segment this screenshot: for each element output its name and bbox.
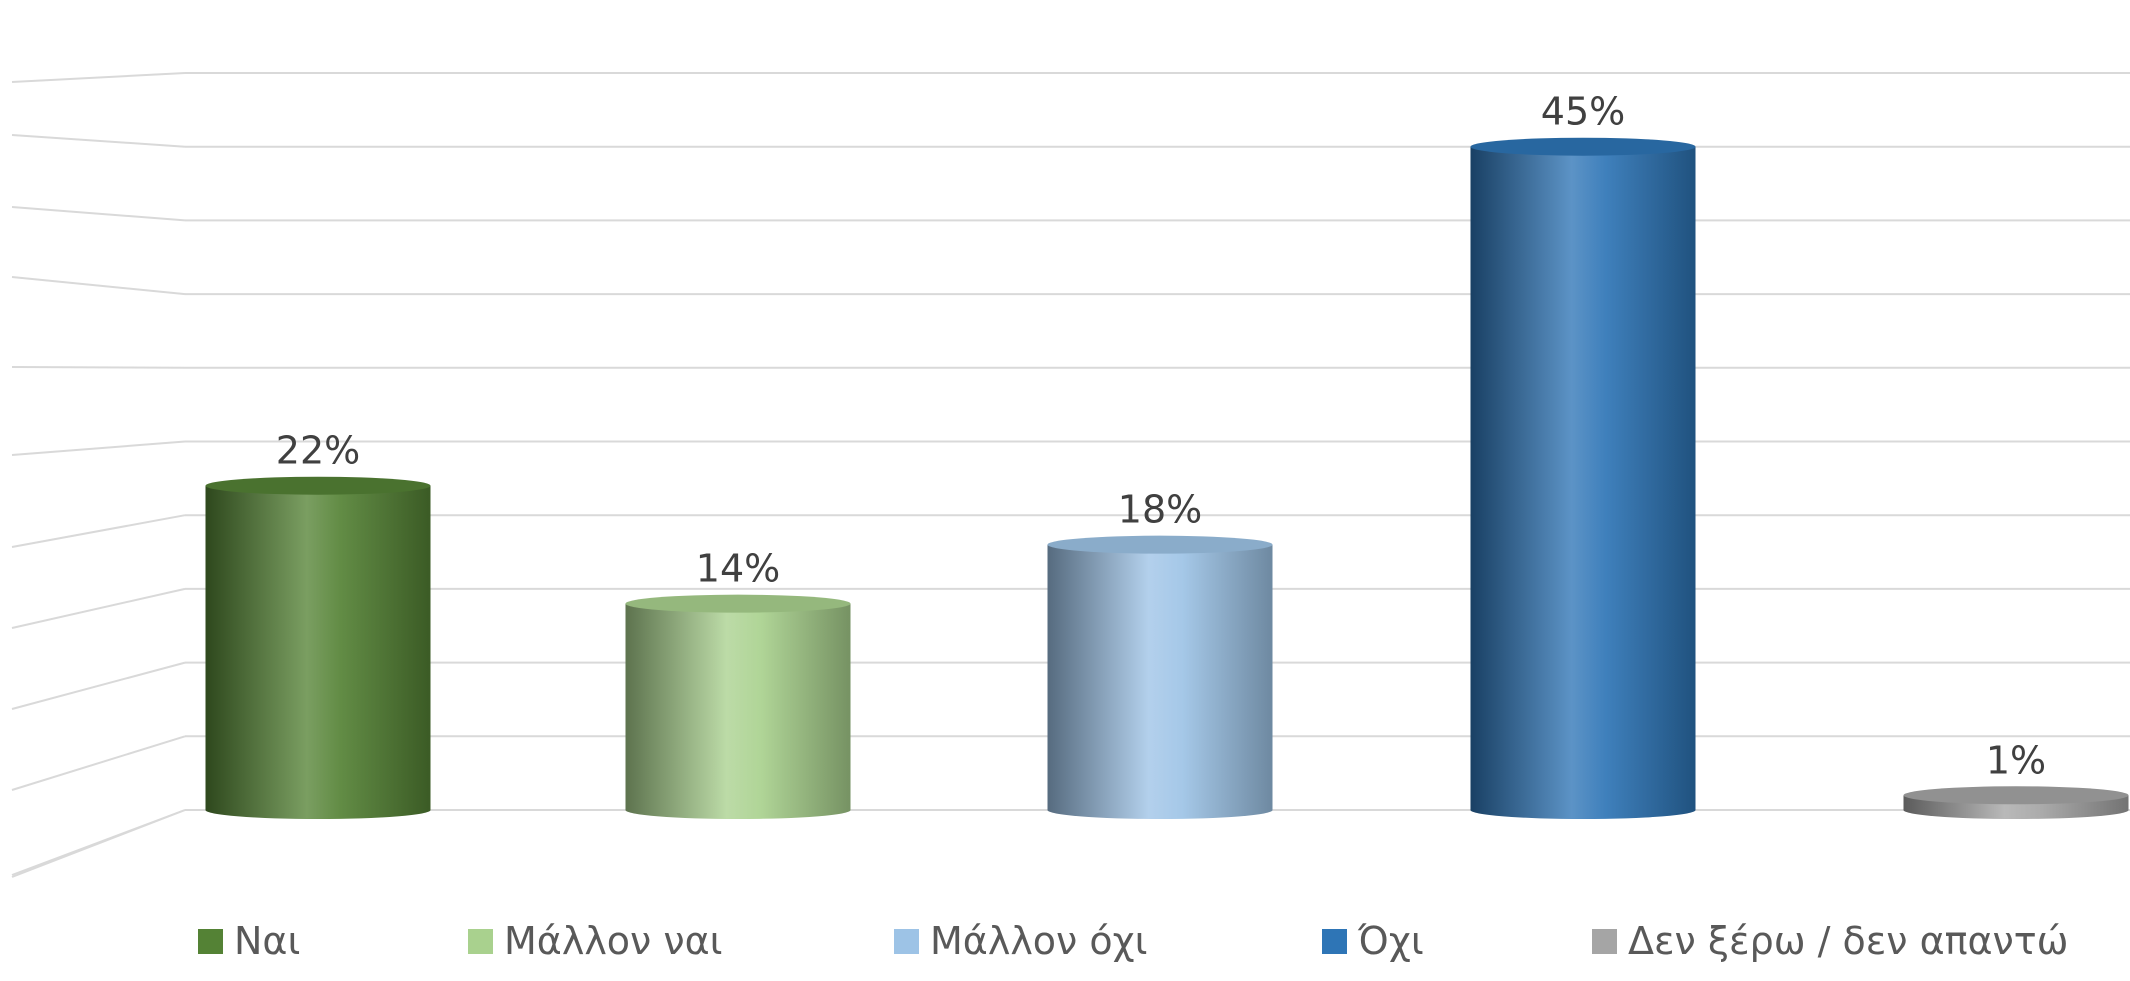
- gridline-side: [11, 440, 186, 456]
- data-label: 22%: [276, 429, 360, 473]
- legend-swatch: [468, 929, 493, 954]
- legend-label: Δεν ξέρω / δεν απαντώ: [1628, 919, 2068, 963]
- bar-top: [1903, 786, 2129, 805]
- gridline-side: [11, 134, 186, 148]
- gridline-side: [11, 276, 186, 296]
- legend-label: Μάλλον ναι: [504, 919, 723, 963]
- bar-cylinder: [625, 594, 851, 819]
- data-label: 1%: [1986, 738, 2046, 782]
- bar-cylinder: [1470, 137, 1696, 819]
- bar-cylinder: [205, 476, 431, 819]
- bar-top: [1470, 137, 1696, 156]
- bar-top: [205, 476, 431, 495]
- gridline-side: [11, 206, 186, 222]
- legend-swatch: [198, 929, 223, 954]
- data-labels: 22% 14% 18% 45% 1%: [276, 90, 2046, 783]
- bars: [205, 137, 2129, 819]
- gridline-side: [11, 366, 186, 369]
- bar-cylinder: [1047, 535, 1273, 819]
- gridline-side: [11, 587, 186, 629]
- legend-item: Μάλλον ναι: [468, 919, 723, 963]
- legend-item: Δεν ξέρω / δεν απαντώ: [1592, 919, 2068, 963]
- legend-item: Μάλλον όχι: [894, 919, 1147, 963]
- bar-top: [625, 594, 851, 613]
- gridline-side: [11, 72, 186, 83]
- bar-body: [1047, 544, 1273, 819]
- legend-label: Όχι: [1357, 919, 1424, 963]
- bar-body: [625, 603, 851, 819]
- floor-side-line: [11, 809, 186, 878]
- legend-item: Ναι: [198, 919, 300, 963]
- data-label: 18%: [1118, 488, 1202, 532]
- legend-swatch: [894, 929, 919, 954]
- legend-label: Ναι: [234, 919, 300, 963]
- legend-swatch: [1592, 929, 1617, 954]
- legend-label: Μάλλον όχι: [930, 919, 1147, 963]
- bar-body: [1470, 146, 1696, 819]
- legend-item: Όχι: [1322, 919, 1424, 963]
- legend: Ναι Μάλλον ναι Μάλλον όχι Όχι Δεν ξέρω / δεν…: [198, 919, 2068, 963]
- data-label: 45%: [1541, 90, 1625, 134]
- data-label: 14%: [696, 547, 780, 591]
- gridline-side: [11, 735, 186, 791]
- bar-body: [205, 485, 431, 819]
- bar-top: [1047, 535, 1273, 554]
- gridline-side: [11, 661, 186, 710]
- legend-swatch: [1322, 929, 1347, 954]
- bar-cylinder: [1903, 786, 2129, 819]
- gridline-side: [11, 514, 186, 548]
